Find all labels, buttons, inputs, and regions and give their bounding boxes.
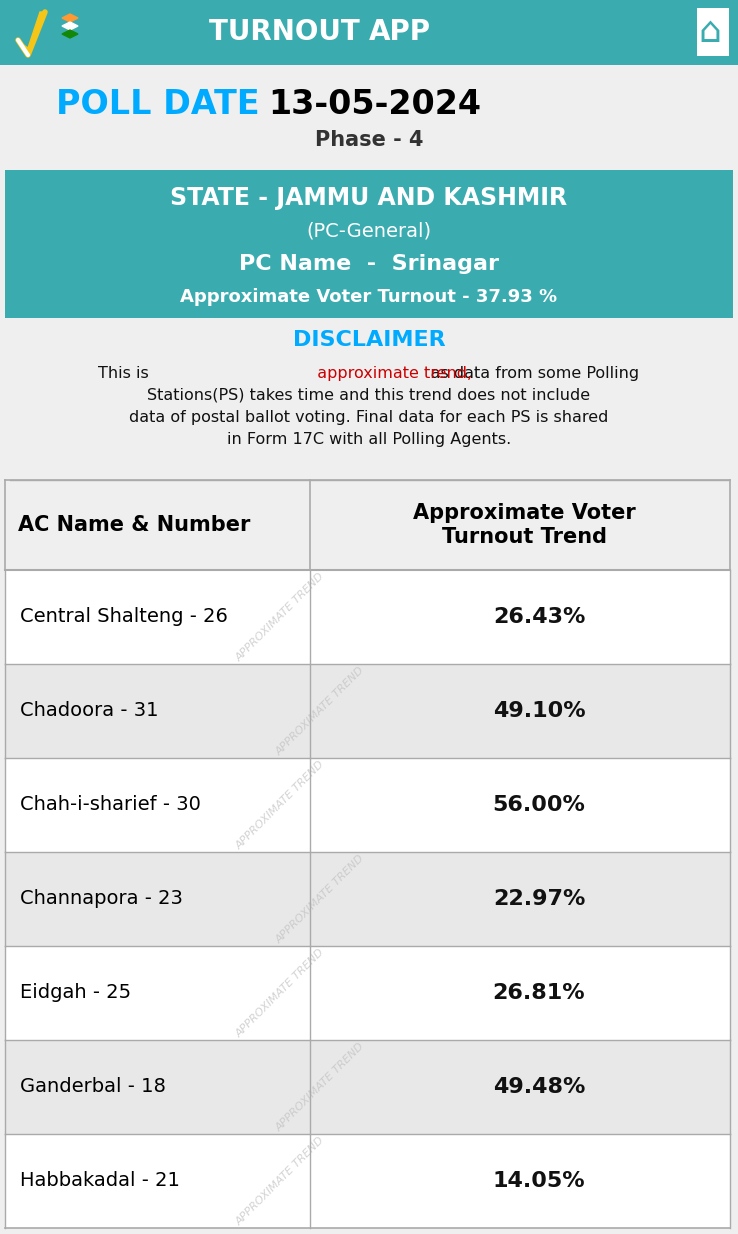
- Text: Chadoora - 31: Chadoora - 31: [20, 701, 159, 721]
- Text: Approximate Voter
Turnout Trend: Approximate Voter Turnout Trend: [413, 502, 635, 548]
- Text: 26.43%: 26.43%: [493, 607, 585, 627]
- Text: APPROXIMATE TREND: APPROXIMATE TREND: [234, 571, 326, 663]
- Bar: [0, 318, 738, 480]
- Text: in Form 17C with all Polling Agents.: in Form 17C with all Polling Agents.: [227, 432, 511, 447]
- Text: (PC-General): (PC-General): [306, 221, 432, 241]
- Bar: [5, 664, 730, 758]
- Text: Approximate Voter Turnout - 37.93 %: Approximate Voter Turnout - 37.93 %: [180, 288, 558, 306]
- Text: Stations(PS) takes time and this trend does not include: Stations(PS) takes time and this trend d…: [148, 387, 590, 404]
- Text: 26.81%: 26.81%: [493, 983, 585, 1003]
- Text: 13-05-2024: 13-05-2024: [268, 89, 481, 121]
- Text: Eidgah - 25: Eidgah - 25: [20, 983, 131, 1002]
- Bar: [5, 946, 730, 1040]
- Text: APPROXIMATE TREND: APPROXIMATE TREND: [274, 665, 366, 758]
- Text: 14.05%: 14.05%: [493, 1171, 585, 1191]
- Text: APPROXIMATE TREND: APPROXIMATE TREND: [234, 946, 326, 1039]
- Polygon shape: [62, 30, 78, 38]
- Polygon shape: [16, 12, 45, 56]
- Text: APPROXIMATE TREND: APPROXIMATE TREND: [234, 759, 326, 851]
- Text: ⌂: ⌂: [699, 16, 722, 49]
- Text: Channapora - 23: Channapora - 23: [20, 890, 183, 908]
- Text: approximate trend,: approximate trend,: [266, 366, 472, 381]
- Bar: [0, 0, 738, 65]
- Text: 22.97%: 22.97%: [493, 888, 585, 909]
- Polygon shape: [62, 14, 78, 22]
- Text: TURNOUT: TURNOUT: [209, 19, 369, 47]
- Polygon shape: [62, 22, 78, 30]
- Text: APPROXIMATE TREND: APPROXIMATE TREND: [274, 853, 366, 945]
- Bar: [5, 170, 733, 318]
- Bar: [5, 1040, 730, 1134]
- Bar: [5, 1134, 730, 1228]
- Bar: [0, 65, 738, 170]
- Text: APPROXIMATE TREND: APPROXIMATE TREND: [274, 1040, 366, 1133]
- Text: DISCLAIMER: DISCLAIMER: [293, 329, 445, 350]
- Text: 56.00%: 56.00%: [492, 795, 585, 814]
- Text: POLL DATE: POLL DATE: [56, 89, 260, 121]
- Text: Phase - 4: Phase - 4: [314, 130, 424, 151]
- Text: Habbakadal - 21: Habbakadal - 21: [20, 1171, 180, 1191]
- Bar: [697, 7, 729, 56]
- Text: PC Name  -  Srinagar: PC Name - Srinagar: [239, 254, 499, 274]
- Text: Chah-i-sharief - 30: Chah-i-sharief - 30: [20, 796, 201, 814]
- Text: Central Shalteng - 26: Central Shalteng - 26: [20, 607, 228, 627]
- Text: STATE - JAMMU AND KASHMIR: STATE - JAMMU AND KASHMIR: [170, 186, 568, 210]
- Bar: [0, 480, 738, 570]
- Text: This is                                                       as data from some : This is as data from some: [98, 366, 640, 381]
- Bar: [5, 570, 730, 664]
- Text: 49.10%: 49.10%: [493, 701, 585, 721]
- Text: data of postal ballot voting. Final data for each PS is shared: data of postal ballot voting. Final data…: [129, 410, 609, 424]
- Bar: [5, 851, 730, 946]
- Text: 49.48%: 49.48%: [493, 1077, 585, 1097]
- Text: Ganderbal - 18: Ganderbal - 18: [20, 1077, 166, 1097]
- Text: AC Name & Number: AC Name & Number: [18, 515, 250, 536]
- Text: APPROXIMATE TREND: APPROXIMATE TREND: [234, 1135, 326, 1227]
- Bar: [5, 758, 730, 851]
- Text: APP: APP: [369, 19, 431, 47]
